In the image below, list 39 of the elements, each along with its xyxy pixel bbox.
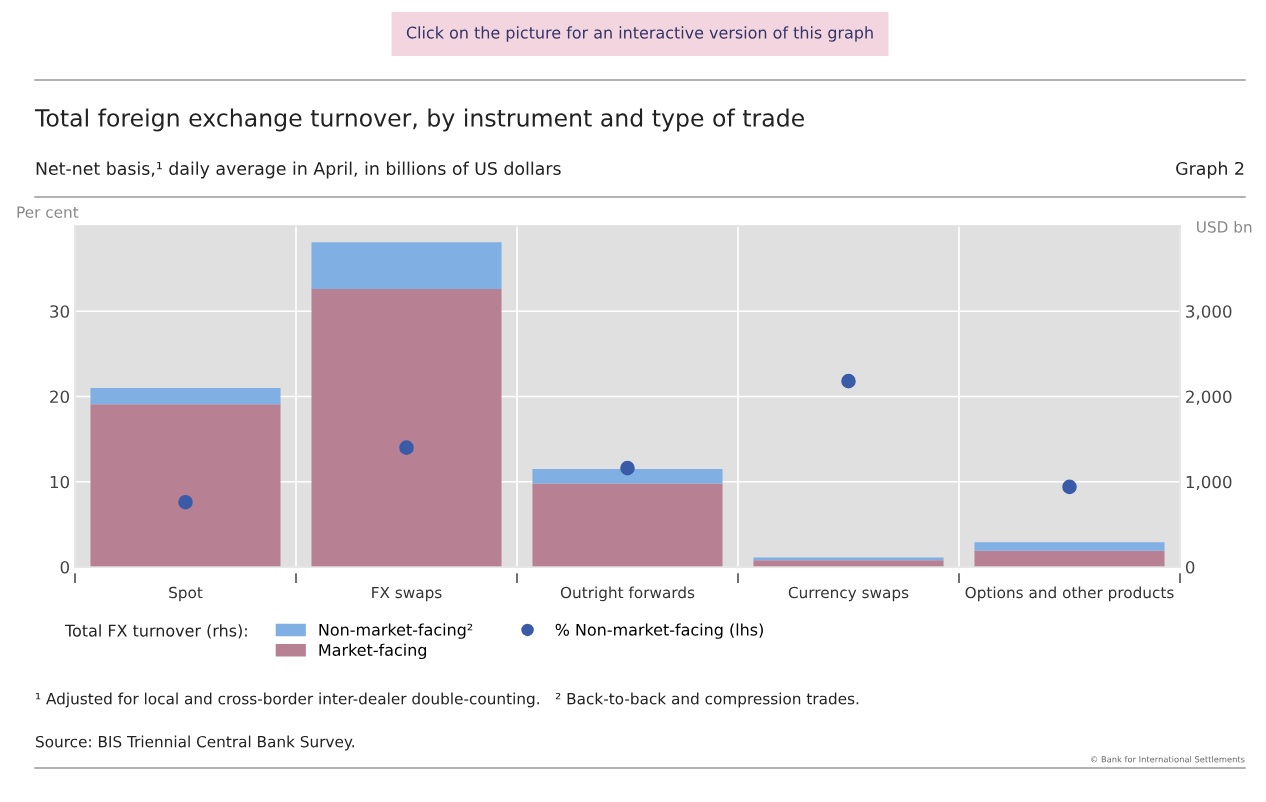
legend-label: % Non-market-facing (lhs) (555, 623, 763, 639)
y-tick-label: 20 (50, 390, 70, 404)
bar (311, 242, 502, 290)
legend-label: Market-facing (319, 643, 427, 660)
y2-tick-label: 2,000 (1186, 390, 1232, 405)
x-tick-label: Spot (169, 586, 203, 602)
bar (532, 483, 723, 567)
y-tick-label: 30 (50, 305, 70, 318)
y-tick-label: 10 (50, 475, 70, 489)
point (841, 373, 856, 389)
legend-label: Non-market-facing² (319, 623, 473, 639)
bar (90, 404, 281, 567)
bar (974, 550, 1165, 567)
source-note: Source: BIS Triennial Central Bank Survey. (36, 735, 354, 751)
y-axis-title: Per cent (17, 206, 79, 218)
bar (532, 468, 723, 484)
point (620, 460, 635, 476)
text: ¹ Adjusted for local and cross-border inter-dealer double-counting. ² Back-to-back and compression trades. (36, 692, 859, 708)
bar (90, 387, 281, 405)
y2-tick-label: 1,000 (1186, 475, 1232, 491)
y2-tick-label: 0 (1185, 560, 1195, 574)
x-tick-label: FX swaps (372, 586, 442, 602)
text: Click on the picture for an interactive version of this graph (406, 26, 873, 42)
y-tick-label: 0 (60, 560, 70, 574)
bar (311, 289, 502, 567)
point (178, 494, 193, 510)
chart-subtitle: Net-net basis,¹ daily average in April, in billions of US dollars (36, 161, 561, 179)
caption: Graph 2 (1176, 161, 1244, 179)
y2-axis-title: USD bn (1197, 220, 1252, 233)
text: © Bank for International Settlements (1091, 755, 1245, 763)
x-tick-label: Options and other products (965, 586, 1174, 602)
x-tick-label: Outright forwards (560, 586, 695, 602)
x-tick-label: Currency swaps (788, 586, 909, 602)
bar (974, 542, 1165, 551)
point (1062, 479, 1077, 495)
chart-title: Total foreign exchange turnover, by instrument and type of trade (34, 108, 804, 132)
legend-title: Total FX turnover (rhs): (64, 624, 247, 639)
y2-tick-label: 3,000 (1186, 305, 1232, 320)
point (399, 440, 414, 455)
